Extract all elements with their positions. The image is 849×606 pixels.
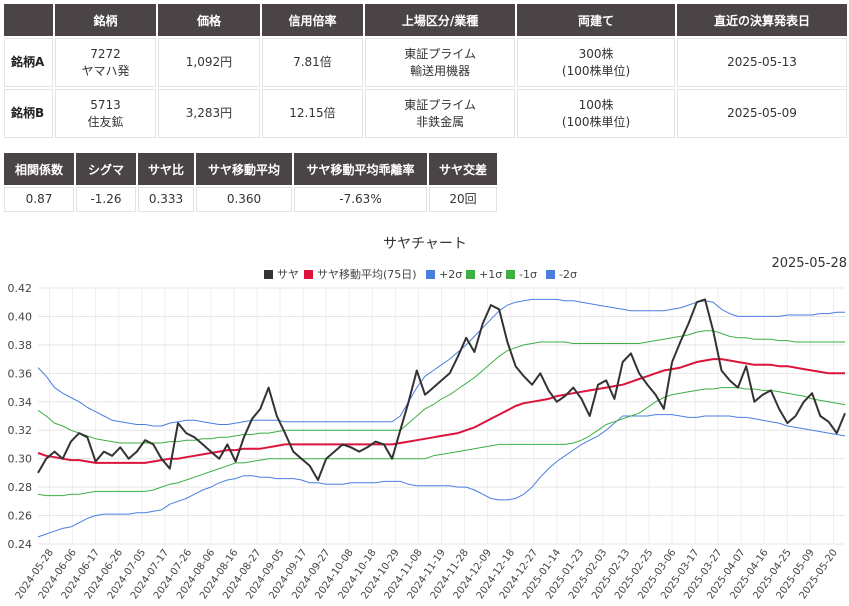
header-sigma: シグマ xyxy=(76,153,136,185)
row-label: 銘柄B xyxy=(4,89,53,138)
series-line xyxy=(37,387,846,497)
margin-ratio-cell: 12.15倍 xyxy=(261,89,364,138)
saya-ma-value: 0.360 xyxy=(196,187,292,212)
x-axis: 2024-05-282024-06-062024-06-172024-06-26… xyxy=(14,547,840,601)
hedge-unit: (100株単位) xyxy=(561,114,631,129)
stock-name: ヤマハ発 xyxy=(81,63,130,78)
header-correlation: 相関係数 xyxy=(4,153,74,185)
header-hedge: 両建て xyxy=(517,4,676,36)
header-market-sector: 上場区分/業種 xyxy=(365,4,516,36)
chart-series xyxy=(37,298,846,538)
y-tick-label: 0.40 xyxy=(8,310,33,323)
legend-label: サヤ移動平均(75日) xyxy=(317,267,417,281)
table-row: 銘柄A 7272 ヤマハ発 1,092円 7.81倍 東証プライム 輸送用機器 30… xyxy=(4,38,847,87)
sector-text: 非鉄金属 xyxy=(416,114,465,129)
header-stock: 銘柄 xyxy=(54,4,157,36)
market-text: 東証プライム xyxy=(404,97,476,112)
earnings-date-cell: 2025-05-09 xyxy=(677,89,847,138)
price-cell: 3,283円 xyxy=(158,89,260,138)
legend-label: +2σ xyxy=(439,268,462,281)
y-tick-label: 0.28 xyxy=(8,481,33,494)
legend-swatch xyxy=(304,270,313,279)
legend-swatch xyxy=(546,270,555,279)
market-sector-cell: 東証プライム 輸送用機器 xyxy=(365,38,516,87)
stats-table: 相関係数 シグマ サヤ比 サヤ移動平均 サヤ移動平均乖離率 サヤ交差 0.87 … xyxy=(2,151,499,214)
y-tick-label: 0.30 xyxy=(8,453,33,466)
y-tick-label: 0.34 xyxy=(8,396,33,409)
hedge-cell: 300株 (100株単位) xyxy=(517,38,676,87)
y-axis: 0.24 0.26 0.28 0.30 0.32 0.34 0.36 0.38 0.40 0.42 xyxy=(8,282,33,551)
hedge-unit: (100株単位) xyxy=(561,63,631,78)
saya-chart: サヤチャート 2025-05-28 サヤ サヤ移動平均(75日) +2σ +1σ -1σ… xyxy=(8,236,848,601)
chart-grid xyxy=(38,287,845,545)
stock-info-table: 銘柄 価格 信用倍率 上場区分/業種 両建て 直近の決算発表日 銘柄A 7272… xyxy=(2,2,849,140)
table-row: 銘柄B 5713 住友鉱 3,283円 12.15倍 東証プライム 非鉄金属 100… xyxy=(4,89,847,138)
y-tick-label: 0.42 xyxy=(8,282,33,295)
header-saya-cross: サヤ交差 xyxy=(429,153,497,185)
stats-header-row: 相関係数 シグマ サヤ比 サヤ移動平均 サヤ移動平均乖離率 サヤ交差 xyxy=(4,153,497,185)
price-cell: 1,092円 xyxy=(158,38,260,87)
stock-cell: 7272 ヤマハ発 xyxy=(54,38,157,87)
legend-label: サヤ xyxy=(277,268,299,281)
chart-date-label: 2025-05-28 xyxy=(771,256,847,271)
margin-ratio-cell: 7.81倍 xyxy=(261,38,364,87)
header-saya-ma-deviation: サヤ移動平均乖離率 xyxy=(294,153,427,185)
header-margin-ratio: 信用倍率 xyxy=(261,4,364,36)
y-tick-label: 0.24 xyxy=(8,538,33,551)
stock-code: 5713 xyxy=(90,97,121,112)
sigma-value: -1.26 xyxy=(76,187,136,212)
legend-label: -2σ xyxy=(559,268,577,281)
earnings-date-cell: 2025-05-13 xyxy=(677,38,847,87)
market-text: 東証プライム xyxy=(404,46,476,61)
legend-swatch xyxy=(264,270,273,279)
header-price: 価格 xyxy=(158,4,260,36)
legend-swatch xyxy=(426,270,435,279)
saya-ratio-value: 0.333 xyxy=(138,187,194,212)
legend-label: -1σ xyxy=(519,268,537,281)
chart-legend: サヤ サヤ移動平均(75日) +2σ +1σ -1σ -2σ xyxy=(264,267,577,281)
stock-cell: 5713 住友鉱 xyxy=(54,89,157,138)
legend-label: +1σ xyxy=(479,268,502,281)
table-row: 0.87 -1.26 0.333 0.360 -7.63% 20回 xyxy=(4,187,497,212)
legend-swatch xyxy=(466,270,475,279)
hedge-shares: 300株 xyxy=(578,46,614,61)
series-line xyxy=(37,298,845,427)
hedge-shares: 100株 xyxy=(578,97,614,112)
saya-ma-deviation-value: -7.63% xyxy=(294,187,427,212)
sector-text: 輸送用機器 xyxy=(410,63,471,78)
chart-title: サヤチャート xyxy=(383,236,467,252)
y-tick-label: 0.26 xyxy=(8,510,33,523)
y-tick-label: 0.38 xyxy=(8,339,33,352)
hedge-cell: 100株 (100株単位) xyxy=(517,89,676,138)
y-tick-label: 0.36 xyxy=(8,367,33,380)
series-line xyxy=(37,414,846,538)
stock-code: 7272 xyxy=(90,46,121,61)
stock-name: 住友鉱 xyxy=(87,114,124,129)
header-blank xyxy=(4,4,53,36)
header-saya-ma: サヤ移動平均 xyxy=(196,153,292,185)
row-label: 銘柄A xyxy=(4,38,53,87)
series-line xyxy=(37,298,846,481)
saya-cross-value: 20回 xyxy=(429,187,497,212)
header-saya-ratio: サヤ比 xyxy=(138,153,194,185)
y-tick-label: 0.32 xyxy=(8,424,33,437)
info-header-row: 銘柄 価格 信用倍率 上場区分/業種 両建て 直近の決算発表日 xyxy=(4,4,847,36)
correlation-value: 0.87 xyxy=(4,187,74,212)
series-line xyxy=(37,330,845,444)
header-earnings-date: 直近の決算発表日 xyxy=(677,4,847,36)
legend-swatch xyxy=(506,270,515,279)
market-sector-cell: 東証プライム 非鉄金属 xyxy=(365,89,516,138)
